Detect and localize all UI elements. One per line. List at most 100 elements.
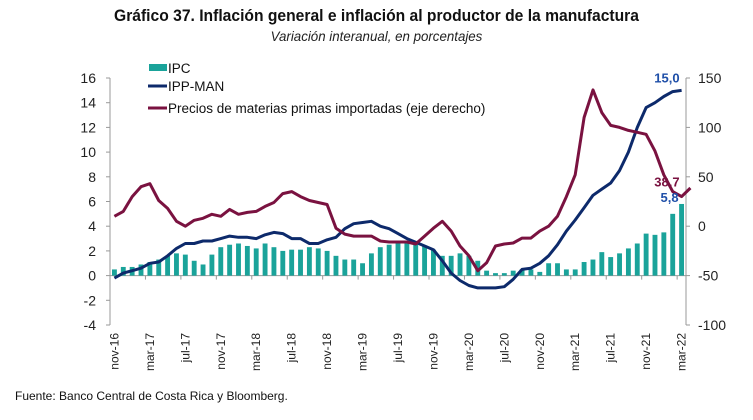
ipc-bar [253,248,259,276]
legend-swatch-ipc [149,64,167,71]
right-tick-label: 0 [698,218,706,234]
x-tick-label: mar-18 [249,333,263,371]
ipc-bar [218,247,224,276]
ipc-bar [227,244,233,276]
right-tick-label: -100 [698,317,726,333]
x-tick-label: nov-18 [320,333,334,370]
x-tick-label: mar-20 [462,333,476,371]
ipc-bar [280,250,286,276]
ipp-man-line [113,88,682,290]
ipc-bar [236,243,241,276]
ipc-bar [422,245,428,276]
x-tick-label: mar-21 [568,333,582,371]
ipc-bar [360,263,365,276]
ipc-bar [537,271,543,276]
ipc-bar [484,270,490,276]
right-tick-label: 100 [698,119,722,135]
precios-line [113,88,692,273]
ipc-bar [413,241,419,276]
ipp-man-last-value-label: 15,0 [654,70,679,85]
left-tick-label: 4 [88,218,96,234]
ipc-bar [395,241,401,276]
left-tick-label: -2 [84,292,97,308]
x-tick-label: jul-21 [604,333,618,364]
ipc-bar [351,259,357,276]
ipc-bar [519,269,525,276]
ipc-bar [652,234,658,276]
ipc-bar [634,243,640,276]
ipc-bar [156,259,162,276]
ipc-last-value-label: 5,8 [660,190,678,205]
ipc-bar [625,248,631,276]
ipc-bar [147,262,153,276]
precios-last-value-label: 38,7 [654,175,679,190]
left-tick-label: 2 [88,243,96,259]
legend-label-precios: Precios de materias primas importadas (e… [168,101,485,116]
ipc-bar [643,233,649,276]
ipc-bar [368,253,374,276]
ipc-bar [174,253,179,276]
ipc-bar [377,247,383,276]
ipc-bar [298,249,303,276]
source-note: Fuente: Banco Central de Costa Rica y Bl… [15,389,288,403]
ipc-bar [581,262,587,276]
ipc-bar [501,273,507,276]
ipc-bar [315,248,321,276]
x-tick-label: nov-20 [533,333,547,370]
ipc-bar [457,253,463,276]
x-tick-label: mar-17 [143,333,157,371]
ipc-bar [599,252,605,276]
ipc-bar [590,259,596,276]
ipc-bar [404,241,410,276]
ipc-bar [493,273,498,276]
ipc-bar [563,269,569,276]
x-tick-label: jul-20 [497,333,511,364]
ipc-bar [333,255,339,276]
left-tick-label: -4 [84,317,97,333]
ipc-bar [617,253,622,276]
x-tick-label: nov-21 [639,333,653,370]
ipc-bar [572,269,578,276]
ipc-bar [546,263,552,276]
left-tick-label: 10 [80,144,96,160]
ipc-bar [342,259,348,276]
left-tick-label: 8 [88,169,96,185]
x-tick-label: jul-18 [285,333,299,364]
ipc-bar [306,247,312,276]
ipc-bar [439,255,445,276]
ipc-bar [209,254,215,276]
ipc-bar [191,260,197,276]
right-tick-label: 50 [698,169,714,185]
ipc-bar [528,269,534,276]
x-tick-label: nov-17 [214,333,228,370]
legend-label-ipc: IPC [168,61,191,76]
ipc-bar [679,203,685,276]
x-tick-label: nov-19 [426,333,440,370]
ipc-bar [120,266,126,276]
x-tick-label: jul-19 [391,333,405,364]
ipc-bar [661,232,667,276]
left-tick-label: 6 [88,194,96,210]
x-tick-label: jul-17 [178,333,192,364]
ipc-bar [608,257,614,276]
left-tick-label: 0 [88,268,96,284]
right-tick-label: 150 [698,70,722,86]
ipc-bar [555,263,560,276]
ipc-bar [289,249,295,276]
ipc-bar [262,243,268,276]
ipc-bar [510,270,516,276]
x-tick-label: nov-16 [107,333,121,370]
ipc-bar [324,250,330,276]
ipc-bar [466,255,472,276]
ipc-bar [182,254,188,276]
ipc-bar [670,213,676,276]
ipc-bar [165,255,171,276]
x-tick-label: mar-19 [356,333,370,371]
chart-title: Gráfico 37. Inflación general e inflació… [114,6,639,25]
legend-label-ipp: IPP-MAN [168,79,224,94]
right-tick-label: -50 [698,268,718,284]
left-tick-label: 16 [80,70,96,86]
ipc-bar [244,245,250,276]
ipc-bar [448,255,454,276]
